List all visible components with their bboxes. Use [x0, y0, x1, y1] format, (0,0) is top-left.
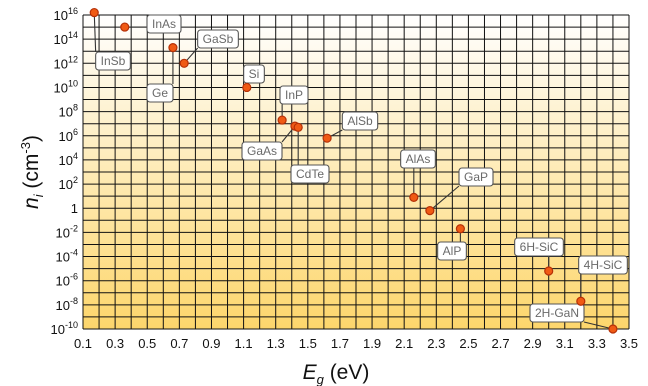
point-label-box: [400, 149, 436, 169]
x-tick-label: 2.5: [459, 336, 477, 351]
y-tick-label: 1014: [54, 30, 78, 47]
point-leader: [93, 12, 97, 53]
data-point-marker: [120, 22, 130, 32]
y-tick-label: 10-8: [56, 296, 78, 313]
data-point-marker: [608, 324, 618, 334]
point-label-box: [578, 255, 628, 275]
point-label: AlSb: [347, 114, 373, 128]
x-tick-label: 0.7: [170, 336, 188, 351]
point-label-box: [146, 83, 174, 103]
x-tick-label: 2.7: [491, 336, 509, 351]
x-tick-label: 0.1: [74, 336, 92, 351]
x-tick-label: 1.5: [299, 336, 317, 351]
data-point-marker: [277, 115, 287, 125]
data-point-marker: [409, 192, 419, 202]
point-label: GaP: [464, 170, 488, 184]
data-point-marker: [293, 122, 303, 132]
y-tick-label: 104: [59, 151, 78, 168]
point-label: InAs: [152, 17, 176, 31]
point-label-box: [458, 167, 494, 187]
y-tick-label: 1012: [54, 54, 78, 71]
point-label-box: [243, 64, 265, 84]
x-tick-label: 0.5: [138, 336, 156, 351]
y-tick-label: 1010: [54, 78, 78, 95]
y-tick-label: 10-6: [56, 272, 78, 289]
y-tick-label: 10-2: [56, 223, 78, 240]
x-tick-label: 1.1: [235, 336, 253, 351]
x-tick-label: 1.9: [363, 336, 381, 351]
x-tick-label: 0.9: [202, 336, 220, 351]
y-axis-title: ni (cm-3): [18, 135, 46, 209]
point-label-box: [241, 141, 283, 161]
data-point-marker: [89, 7, 99, 18]
y-tick-label: 10-4: [56, 248, 78, 265]
data-point-marker: [168, 43, 178, 53]
x-tick-label: 1.7: [331, 336, 349, 351]
x-tick-label: 2.1: [395, 336, 413, 351]
data-point-marker: [425, 206, 435, 216]
point-label: InP: [285, 88, 303, 102]
point-label-box: [341, 111, 379, 131]
point-label: Ge: [152, 86, 168, 100]
point-label: GaSb: [203, 32, 234, 46]
data-markers: [89, 7, 618, 334]
x-tick-label: 3.3: [588, 336, 606, 351]
point-label-box: [290, 164, 330, 184]
y-tick-label: 106: [59, 127, 78, 144]
data-point-marker: [544, 266, 554, 276]
point-leader: [583, 321, 614, 330]
point-label-box: [146, 14, 182, 34]
y-tick-label: 1016: [54, 6, 78, 23]
data-point-marker: [242, 82, 252, 93]
x-tick-label: 3.1: [556, 336, 574, 351]
x-axis-ticks: 0.1 0.3 0.5 0.7 0.9 1.1 1.3 1.5 1.7 1.9 2.1 2.3 2.5 2…: [74, 336, 638, 351]
point-label-box: [514, 237, 564, 257]
data-point-marker: [576, 296, 586, 306]
point-label: CdTe: [296, 167, 324, 181]
point-label: AlAs: [406, 152, 431, 166]
x-tick-label: 2.3: [427, 336, 445, 351]
point-label: GaAs: [247, 144, 277, 158]
point-label-box: [437, 241, 467, 261]
y-tick-label: 108: [59, 103, 78, 120]
callout-labels: InSb InAs Ge GaSb Si InP GaAs CdTe AlSb AlAs GaP Al…: [95, 14, 628, 323]
y-tick-label: 10-10: [51, 320, 78, 337]
point-label-box: [529, 303, 585, 323]
x-axis-label: Eg (eV): [303, 361, 370, 386]
point-leader: [429, 185, 460, 212]
point-label: 4H-SiC: [584, 258, 623, 272]
x-axis-title: Eg (eV): [303, 361, 370, 386]
x-tick-label: 1.3: [267, 336, 285, 351]
point-label: AlP: [443, 244, 462, 258]
y-tick-label: 1: [71, 201, 78, 216]
x-tick-label: 0.3: [106, 336, 124, 351]
point-label: InSb: [101, 54, 126, 68]
y-axis-ticks: 1016 1014 1012 1010 108 106 104 102 1 10-2 10-4 10-…: [51, 6, 78, 337]
data-point-marker: [455, 224, 465, 234]
point-label-box: [197, 29, 239, 49]
point-label-box: [95, 51, 131, 71]
x-tick-label: 3.5: [620, 336, 638, 351]
point-label-box: [279, 85, 309, 105]
point-label: Si: [249, 67, 260, 81]
point-label: 6H-SiC: [520, 240, 559, 254]
data-point-marker: [179, 58, 189, 68]
y-tick-label: 102: [59, 175, 78, 192]
x-tick-label: 2.9: [524, 336, 542, 351]
y-axis-label: ni (cm-3): [18, 135, 46, 209]
data-point-marker: [322, 133, 332, 143]
point-label: 2H-GaN: [535, 306, 579, 320]
